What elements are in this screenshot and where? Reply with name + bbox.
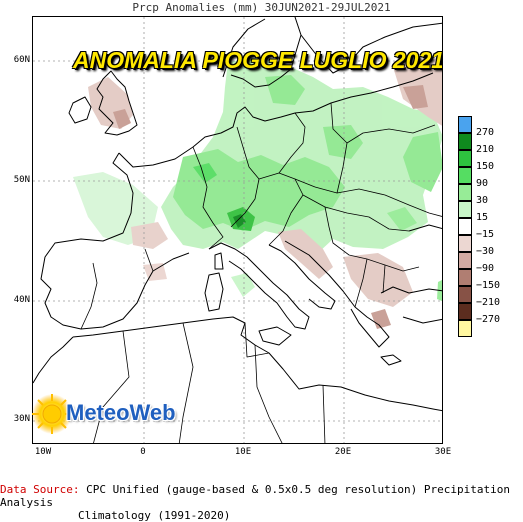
legend-label: −15 xyxy=(476,229,495,240)
gridlines xyxy=(33,17,442,443)
legend-swatch xyxy=(458,286,472,303)
legend-label: −270 xyxy=(476,314,501,325)
legend-swatch xyxy=(458,303,472,320)
legend-swatch xyxy=(458,167,472,184)
y-tick-label: 30N xyxy=(13,414,30,424)
logo-text: MeteoWeb xyxy=(66,400,176,425)
legend-label: −30 xyxy=(476,246,495,257)
legend-swatch xyxy=(458,184,472,201)
legend-label: 90 xyxy=(476,178,489,189)
x-tick-label: 0 xyxy=(140,447,146,457)
legend-swatch xyxy=(458,201,472,218)
y-tick-label: 60N xyxy=(13,55,30,65)
legend-label: 210 xyxy=(476,144,495,155)
legend-swatch xyxy=(458,133,472,150)
legend-swatch xyxy=(458,269,472,286)
data-source-text: CPC Unified (gauge-based & 0.5x0.5 deg r… xyxy=(0,483,510,509)
legend-swatch xyxy=(458,218,472,235)
legend-swatch xyxy=(458,116,472,133)
sun-icon xyxy=(32,394,72,434)
y-tick-label: 50N xyxy=(13,175,30,185)
legend-label: 15 xyxy=(476,212,489,223)
data-source-line: Data Source: CPC Unified (gauge-based & … xyxy=(0,483,523,509)
legend-label: 30 xyxy=(476,195,489,206)
legend-label: −150 xyxy=(476,280,501,291)
map-title: Prcp Anomalies (mm) 30JUN2021-29JUL2021 xyxy=(132,1,391,14)
legend-label: −210 xyxy=(476,297,501,308)
footer: Data Source: CPC Unified (gauge-based & … xyxy=(0,483,523,522)
legend-label: 270 xyxy=(476,127,495,138)
meteoweb-logo: MeteoWeb xyxy=(30,392,208,440)
legend-swatch xyxy=(458,235,472,252)
legend-swatch xyxy=(458,150,472,167)
map-area: ANOMALIA PIOGGE LUGLIO 2021 xyxy=(32,16,443,444)
x-tick-label: 20E xyxy=(334,447,352,457)
x-tick-label: 10E xyxy=(234,447,252,457)
map-canvas xyxy=(33,17,442,443)
legend-swatch xyxy=(458,320,472,337)
y-tick-label: 40N xyxy=(13,295,30,305)
coastlines xyxy=(33,17,442,412)
x-tick-label: 10W xyxy=(34,447,52,457)
map-banner: ANOMALIA PIOGGE LUGLIO 2021 xyxy=(73,47,443,73)
negative-anomaly-shading xyxy=(88,57,442,329)
legend-label: −90 xyxy=(476,263,495,274)
country-borders xyxy=(80,102,442,443)
legend-swatch xyxy=(458,252,472,269)
x-tick-label: 30E xyxy=(434,447,452,457)
data-source-label: Data Source: xyxy=(0,483,80,496)
legend-label: 150 xyxy=(476,161,495,172)
